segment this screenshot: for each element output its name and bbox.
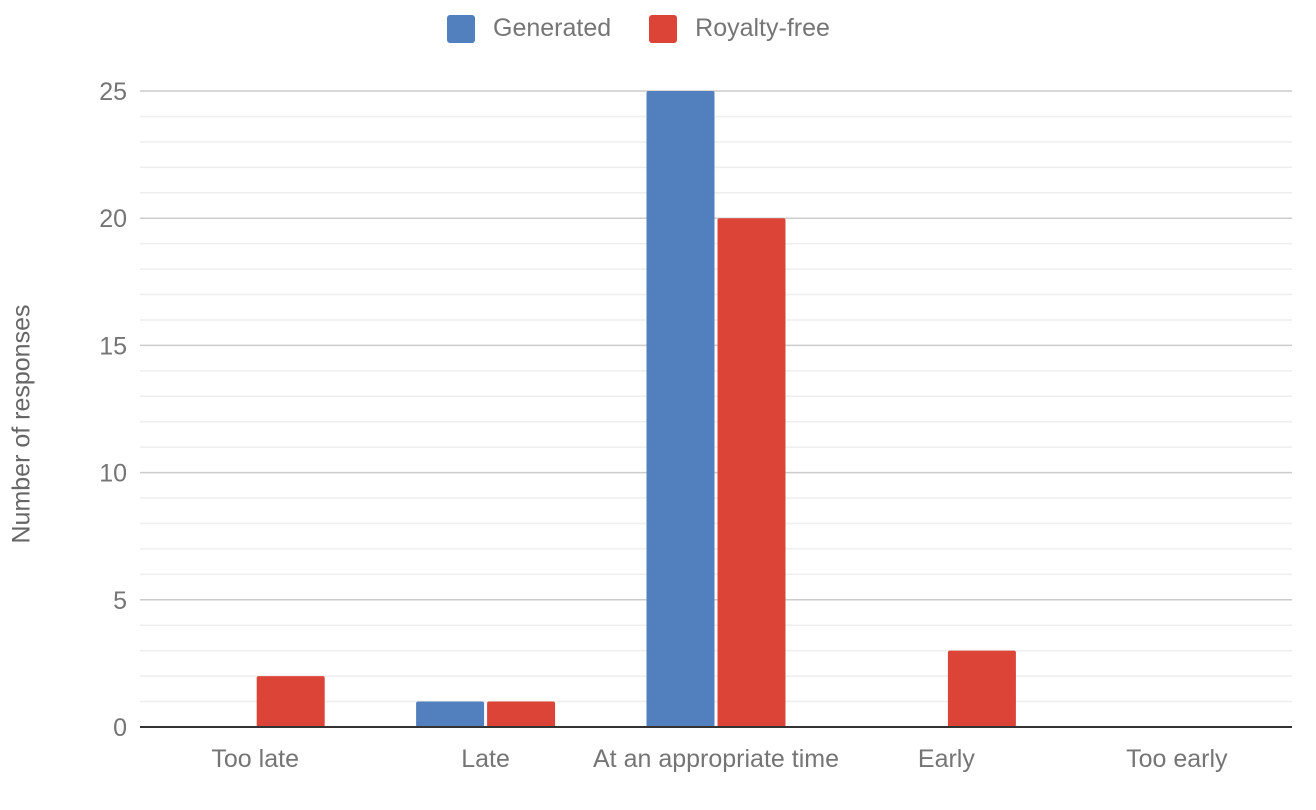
y-tick-label: 20 bbox=[99, 205, 127, 233]
bar-royalty-free bbox=[717, 218, 786, 727]
bar-royalty-free bbox=[947, 650, 1016, 727]
chart-legend: Generated Royalty-free bbox=[447, 14, 830, 43]
x-tick-label: Too early bbox=[1126, 745, 1228, 773]
x-tick-label: Early bbox=[918, 745, 975, 773]
y-tick-label: 5 bbox=[113, 587, 127, 615]
y-tick-label: 25 bbox=[99, 78, 127, 106]
legend-item-generated: Generated bbox=[447, 14, 611, 43]
y-tick-label: 0 bbox=[113, 714, 127, 742]
bar-royalty-free bbox=[256, 676, 325, 727]
legend-label-royalty-free: Royalty-free bbox=[695, 14, 830, 42]
bar-royalty-free bbox=[487, 701, 556, 727]
x-tick-label: Late bbox=[461, 745, 510, 773]
bar-generated bbox=[416, 701, 485, 727]
x-tick-label: Too late bbox=[211, 745, 299, 773]
legend-swatch-generated bbox=[447, 14, 475, 43]
y-tick-label: 10 bbox=[99, 460, 127, 488]
legend-swatch-royalty-free bbox=[649, 14, 678, 43]
bar-generated bbox=[646, 91, 715, 727]
legend-label-generated: Generated bbox=[493, 14, 612, 42]
y-tick-label: 15 bbox=[99, 332, 127, 360]
x-tick-label: At an appropriate time bbox=[593, 745, 839, 773]
legend-item-royalty-free: Royalty-free bbox=[649, 14, 830, 43]
